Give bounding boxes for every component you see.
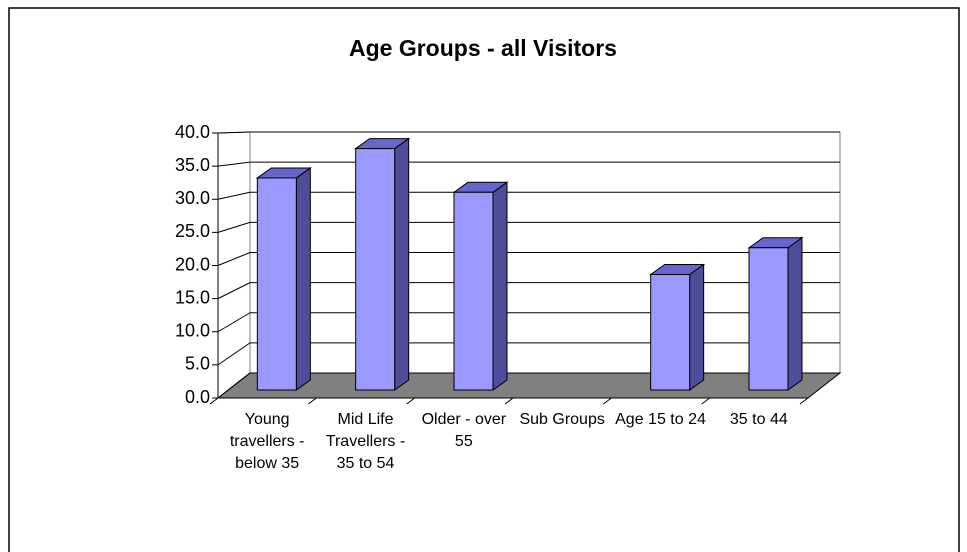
- y-tick-label: 10.0: [175, 321, 210, 341]
- grid-line: [217, 312, 251, 333]
- x-tick-label: Older - over 55: [421, 411, 507, 450]
- x-tick-label: 35 to 44: [729, 411, 788, 428]
- y-tick-label: 20.0: [175, 254, 210, 274]
- grid-line: [217, 131, 251, 134]
- x-tick-label: Young travellers - below 35: [229, 411, 305, 472]
- x-tick-label: Mid Life Travellers - 35 to 54: [325, 411, 406, 472]
- x-tick: [406, 397, 415, 405]
- y-tick-label: 30.0: [175, 188, 210, 208]
- side-wall: [217, 131, 251, 400]
- x-tick: [308, 397, 317, 405]
- grid-line: [217, 161, 251, 167]
- x-tick: [603, 397, 612, 405]
- x-tick: [799, 397, 809, 405]
- bar-side: [394, 137, 410, 391]
- bar: [355, 148, 396, 391]
- grid-line: [217, 221, 251, 233]
- y-tick-label: 0.0: [185, 387, 210, 407]
- x-tick: [209, 397, 219, 405]
- grid-line: [217, 282, 251, 300]
- bar-side: [492, 181, 508, 391]
- x-tick-label: Sub Groups: [519, 411, 605, 428]
- y-tick-label: 5.0: [185, 354, 210, 374]
- bar-side: [295, 166, 311, 391]
- bar-side: [787, 236, 803, 391]
- chart-title: Age Groups - all Visitors: [349, 35, 617, 61]
- bar-side: [689, 263, 705, 391]
- grid-line: [217, 342, 251, 366]
- bar: [650, 274, 691, 391]
- bar: [748, 247, 789, 391]
- y-tick-label: 40.0: [175, 122, 210, 142]
- bar: [453, 191, 494, 391]
- bar: [256, 177, 297, 391]
- grid-line: [217, 372, 251, 399]
- x-tick: [701, 397, 710, 405]
- floor: [216, 372, 842, 399]
- grid-line: [217, 191, 251, 200]
- y-tick-label: 15.0: [175, 287, 210, 307]
- x-tick-label: Age 15 to 24: [615, 411, 706, 428]
- y-tick-label: 25.0: [175, 221, 210, 241]
- x-tick: [504, 397, 514, 405]
- y-tick-label: 35.0: [175, 155, 210, 175]
- grid-line: [217, 252, 251, 266]
